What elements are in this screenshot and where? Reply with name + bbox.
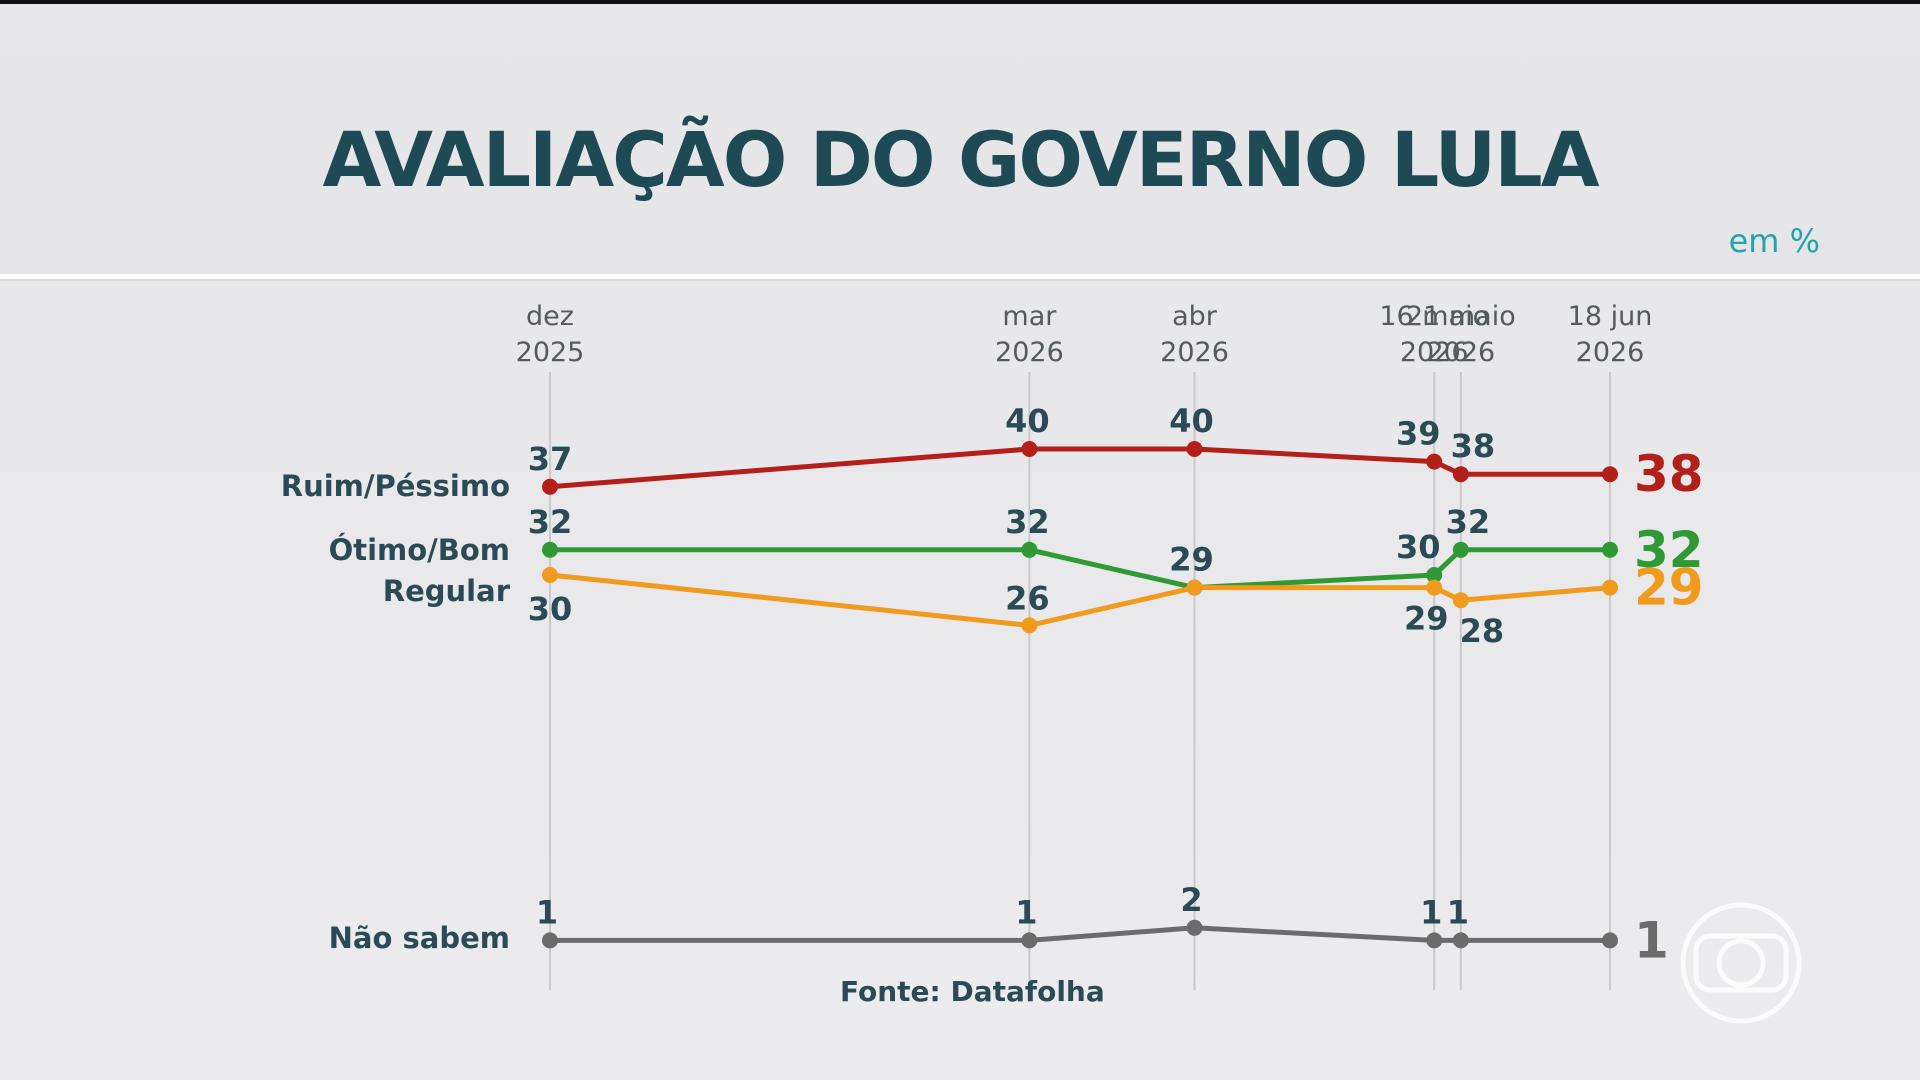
data-point: [1426, 453, 1443, 470]
data-label: 39: [1396, 415, 1441, 453]
data-label: 1: [1447, 893, 1469, 931]
x-tick-label: 2025: [516, 337, 585, 368]
data-label: 38: [1451, 427, 1496, 465]
data-label: 2: [1180, 881, 1202, 919]
data-label: 37: [528, 440, 573, 478]
top-border: [0, 0, 1920, 4]
x-tick-label: 16 maio: [1379, 301, 1489, 332]
data-point: [1426, 932, 1443, 949]
data-label: 40: [1169, 402, 1214, 440]
x-tick-label: 21 maio: [1406, 301, 1516, 332]
final-value-label: 29: [1634, 559, 1704, 617]
data-label: 29: [1169, 541, 1214, 579]
data-point: [1186, 579, 1203, 596]
data-label: 40: [1005, 402, 1050, 440]
final-value-label: 32: [1634, 521, 1704, 579]
x-tick-label: mar: [1002, 301, 1057, 332]
x-tick-label: 2026: [1576, 337, 1645, 368]
data-label: 32: [528, 503, 573, 541]
x-tick-label: 2026: [1426, 337, 1495, 368]
series-name-label: Regular: [383, 574, 511, 608]
data-point: [542, 932, 558, 949]
data-point: [1426, 567, 1443, 583]
series-line: [549, 446, 1610, 490]
series-line: [550, 925, 1610, 943]
data-label: 32: [1005, 503, 1050, 541]
series-line: [550, 547, 1610, 591]
data-label: 29: [1169, 541, 1214, 579]
x-tick-label: 2026: [1160, 337, 1229, 368]
data-label: 30: [1396, 528, 1441, 566]
x-tick-label: 2026: [1400, 337, 1469, 368]
data-point: [1602, 579, 1618, 596]
data-label: 1: [1420, 893, 1442, 931]
series-name-label: Não sabem: [329, 921, 510, 955]
data-point: [1186, 441, 1203, 457]
header-band: [0, 4, 1920, 279]
series-line: [549, 572, 1611, 628]
data-label: 29: [1404, 600, 1449, 638]
data-point: [1602, 932, 1618, 949]
final-value-label: 38: [1634, 445, 1704, 503]
data-point: [1021, 441, 1038, 457]
x-tick-label: 2026: [995, 337, 1064, 368]
series-name-label: Ótimo/Bom: [329, 533, 510, 567]
series-name-label: Ruim/Péssimo: [281, 469, 510, 503]
data-point: [542, 541, 558, 558]
data-point: [1452, 466, 1469, 483]
data-point: [542, 478, 558, 495]
data-label: 1: [536, 893, 558, 931]
data-label: 1: [1015, 893, 1037, 931]
chart-title: AVALIAÇÃO DO GOVERNO LULA: [322, 115, 1599, 204]
data-point: [1021, 541, 1038, 558]
data-point: [1452, 932, 1469, 949]
unit-note: em %: [1728, 222, 1820, 260]
x-tick-label: abr: [1172, 301, 1218, 332]
data-point: [1021, 932, 1038, 949]
data-label: 32: [1446, 503, 1491, 541]
source-note: Fonte: Datafolha: [840, 975, 1105, 1008]
data-point: [1602, 541, 1618, 558]
x-tick-label: dez: [526, 301, 574, 332]
globo-logo-icon: [1680, 902, 1802, 1024]
x-tick-label: 18 jun: [1568, 301, 1653, 332]
data-label: 26: [1005, 579, 1050, 617]
data-point: [542, 567, 558, 583]
data-label: 30: [528, 590, 573, 628]
data-point: [1452, 592, 1469, 609]
final-value-label: 1: [1634, 911, 1669, 969]
data-point: [1021, 617, 1038, 634]
data-point: [1602, 466, 1618, 483]
data-point: [1426, 579, 1443, 596]
data-point: [1186, 919, 1203, 936]
data-label: 28: [1460, 612, 1505, 650]
data-point: [1452, 541, 1469, 558]
